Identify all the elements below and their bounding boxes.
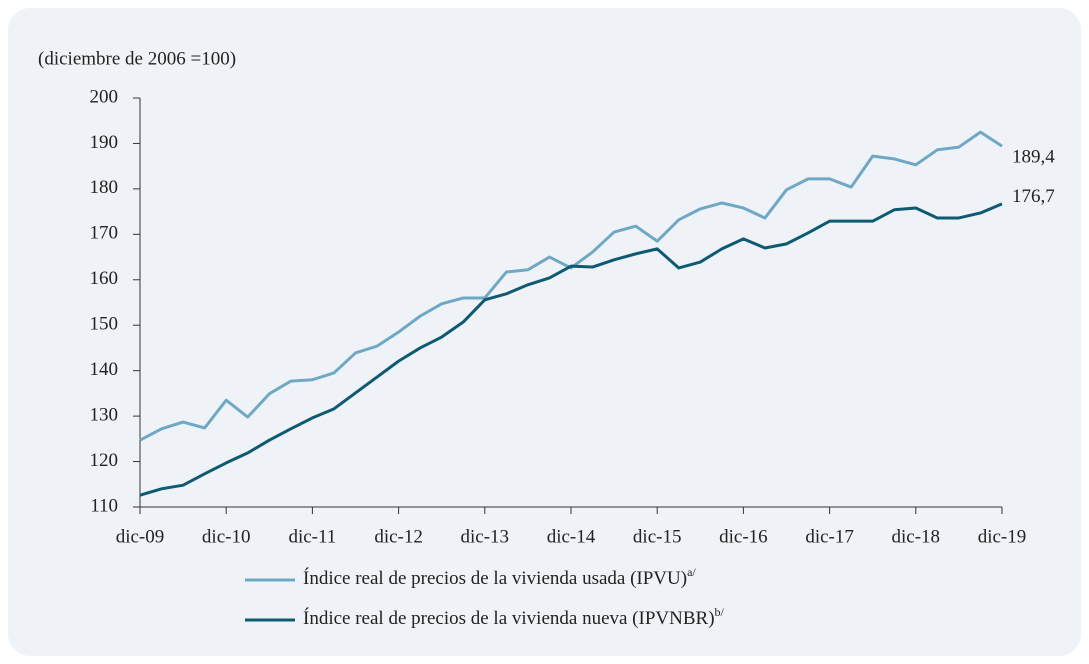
x-tick-label: dic-13 bbox=[461, 526, 510, 547]
end-label: 189,4 bbox=[1012, 147, 1055, 168]
line-series bbox=[139, 202, 1003, 497]
y-tick-label: 190 bbox=[90, 132, 119, 153]
y-tick-label: 160 bbox=[90, 268, 119, 289]
y-tick-label: 140 bbox=[90, 359, 119, 380]
x-tick-label: dic-12 bbox=[374, 526, 423, 547]
legend-label: Índice real de precios de la vivienda nu… bbox=[303, 605, 725, 630]
y-tick-label: 110 bbox=[90, 495, 118, 516]
y-tick-label: 200 bbox=[90, 86, 119, 107]
y-tick-label: 150 bbox=[90, 314, 119, 335]
x-tick-label: dic-10 bbox=[202, 526, 251, 547]
end-label: 176,7 bbox=[1012, 186, 1055, 207]
legend-name: Índice real de precios de la vivienda us… bbox=[303, 567, 687, 589]
x-tick-label: dic-09 bbox=[116, 526, 165, 547]
card bbox=[8, 8, 1081, 656]
x-tick-label: dic-11 bbox=[288, 526, 336, 547]
y-tick-label: 180 bbox=[90, 177, 119, 198]
legend-name: Índice real de precios de la vivienda nu… bbox=[303, 607, 715, 629]
legend-label: Índice real de precios de la vivienda us… bbox=[303, 565, 696, 590]
x-tick-label: dic-15 bbox=[633, 526, 682, 547]
chart-title: (diciembre de 2006 =100) bbox=[38, 48, 236, 69]
x-tick-label: dic-16 bbox=[719, 526, 768, 547]
x-tick-label: dic-18 bbox=[892, 526, 941, 547]
line-series bbox=[139, 130, 1003, 442]
y-tick-label: 130 bbox=[90, 404, 119, 425]
x-tick-label: dic-14 bbox=[547, 526, 596, 547]
y-tick-label: 120 bbox=[90, 450, 119, 471]
legend-footnote: a/ bbox=[687, 565, 696, 579]
y-tick-label: 170 bbox=[90, 223, 119, 244]
x-tick-label: dic-19 bbox=[978, 526, 1027, 547]
x-tick-label: dic-17 bbox=[805, 526, 854, 547]
legend-footnote: b/ bbox=[715, 605, 725, 619]
